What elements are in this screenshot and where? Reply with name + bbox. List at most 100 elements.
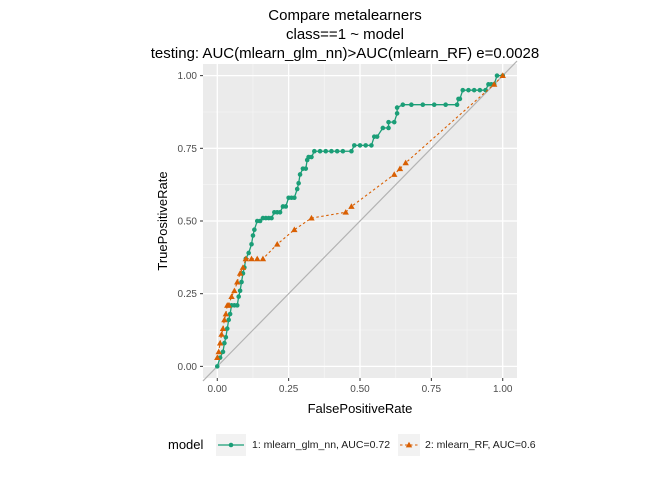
legend-key-glm-nn: [218, 442, 244, 448]
data-point: [222, 340, 227, 346]
data-point: [283, 204, 289, 209]
data-point: [224, 326, 230, 331]
data-point: [499, 72, 506, 79]
data-point: [386, 125, 391, 131]
data-point: [329, 148, 334, 154]
data-point: [254, 255, 261, 262]
data-point: [396, 165, 404, 172]
data-point: [294, 186, 300, 192]
data-point: [340, 148, 346, 154]
data-point: [420, 102, 426, 108]
data-point: [380, 125, 386, 131]
data-point: [409, 102, 414, 108]
data-point: [226, 317, 231, 323]
y-tick-label: 0.50: [178, 217, 198, 228]
data-point: [296, 180, 301, 186]
data-point: [237, 288, 243, 294]
data-point: [231, 287, 238, 294]
data-point: [391, 119, 397, 125]
data-point: [466, 87, 471, 93]
data-point: [215, 348, 222, 355]
data-point: [348, 203, 355, 209]
data-point: [222, 310, 230, 317]
data-point: [323, 148, 329, 154]
data-point: [460, 87, 466, 93]
data-point: [225, 302, 232, 308]
y-axis-title: TruePositiveRate: [155, 171, 170, 270]
data-point: [369, 143, 374, 148]
x-axis-title: FalsePositiveRate: [308, 401, 413, 416]
data-point: [274, 241, 281, 247]
data-point: [312, 148, 317, 154]
data-point: [334, 148, 340, 154]
data-point: [297, 172, 303, 177]
data-point: [228, 293, 235, 299]
data-point: [242, 255, 250, 262]
legend: model 1: mlearn_glm_nn, AUC=0.72 2: mlea…: [168, 434, 536, 456]
data-point: [494, 73, 500, 78]
y-tick-label: 0.75: [178, 144, 198, 155]
data-point: [443, 102, 448, 108]
data-point: [303, 166, 309, 171]
data-point: [477, 87, 483, 93]
data-point: [386, 119, 391, 125]
legend-key-marker: [405, 441, 413, 448]
legend-label-rf: 2: mlearn_RF, AUC=0.6: [425, 439, 536, 451]
data-point: [219, 325, 227, 331]
chart-title: Compare metalearners class==1 ~ model te…: [151, 7, 540, 62]
x-axis: 0.00 0.25 0.50 0.75 1.00: [208, 378, 513, 395]
data-point: [400, 102, 406, 108]
data-point: [220, 349, 226, 355]
data-point: [216, 339, 224, 346]
x-tick-label: 0.00: [208, 384, 228, 395]
data-point: [218, 331, 225, 337]
x-tick-label: 0.25: [279, 384, 299, 395]
legend-title: model: [168, 437, 204, 452]
legend-label-glm-nn: 1: mlearn_glm_nn, AUC=0.72: [252, 439, 390, 451]
title-line-1: Compare metalearners: [268, 7, 421, 24]
data-point: [227, 311, 233, 317]
data-point: [363, 143, 369, 148]
diagonal-line: [202, 60, 518, 382]
data-point: [342, 209, 349, 215]
data-point: [490, 81, 498, 87]
data-point: [248, 255, 255, 262]
data-point: [317, 148, 323, 154]
data-point: [349, 148, 354, 154]
data-point: [252, 227, 257, 233]
data-point: [239, 279, 244, 285]
y-tick-label: 0.25: [178, 289, 198, 300]
data-point: [214, 354, 221, 361]
title-line-2: class==1 ~ model: [286, 26, 404, 43]
data-point: [351, 143, 357, 148]
data-point: [221, 316, 228, 323]
data-point: [236, 294, 241, 299]
data-point: [223, 334, 229, 340]
data-point: [374, 134, 380, 139]
legend-key-marker: [228, 442, 234, 448]
data-point: [292, 195, 297, 201]
series-1: [214, 73, 506, 369]
data-point: [394, 105, 400, 110]
data-point: [239, 264, 247, 270]
data-point: [357, 143, 363, 148]
data-point: [249, 241, 254, 247]
data-point: [391, 171, 398, 177]
data-point: [277, 209, 283, 215]
data-point: [234, 278, 241, 285]
series-2: [214, 72, 506, 361]
data-point: [234, 303, 240, 308]
data-point: [291, 226, 298, 233]
data-point: [454, 102, 460, 108]
series-layer: [214, 72, 506, 369]
data-point: [394, 111, 400, 116]
y-tick-label: 0.00: [178, 362, 198, 373]
data-point: [308, 214, 315, 221]
legend-key-rf: [400, 441, 418, 448]
data-point: [246, 250, 251, 256]
data-point: [309, 154, 314, 160]
data-point: [431, 102, 437, 108]
x-tick-label: 0.50: [350, 384, 370, 395]
data-point: [250, 233, 256, 238]
